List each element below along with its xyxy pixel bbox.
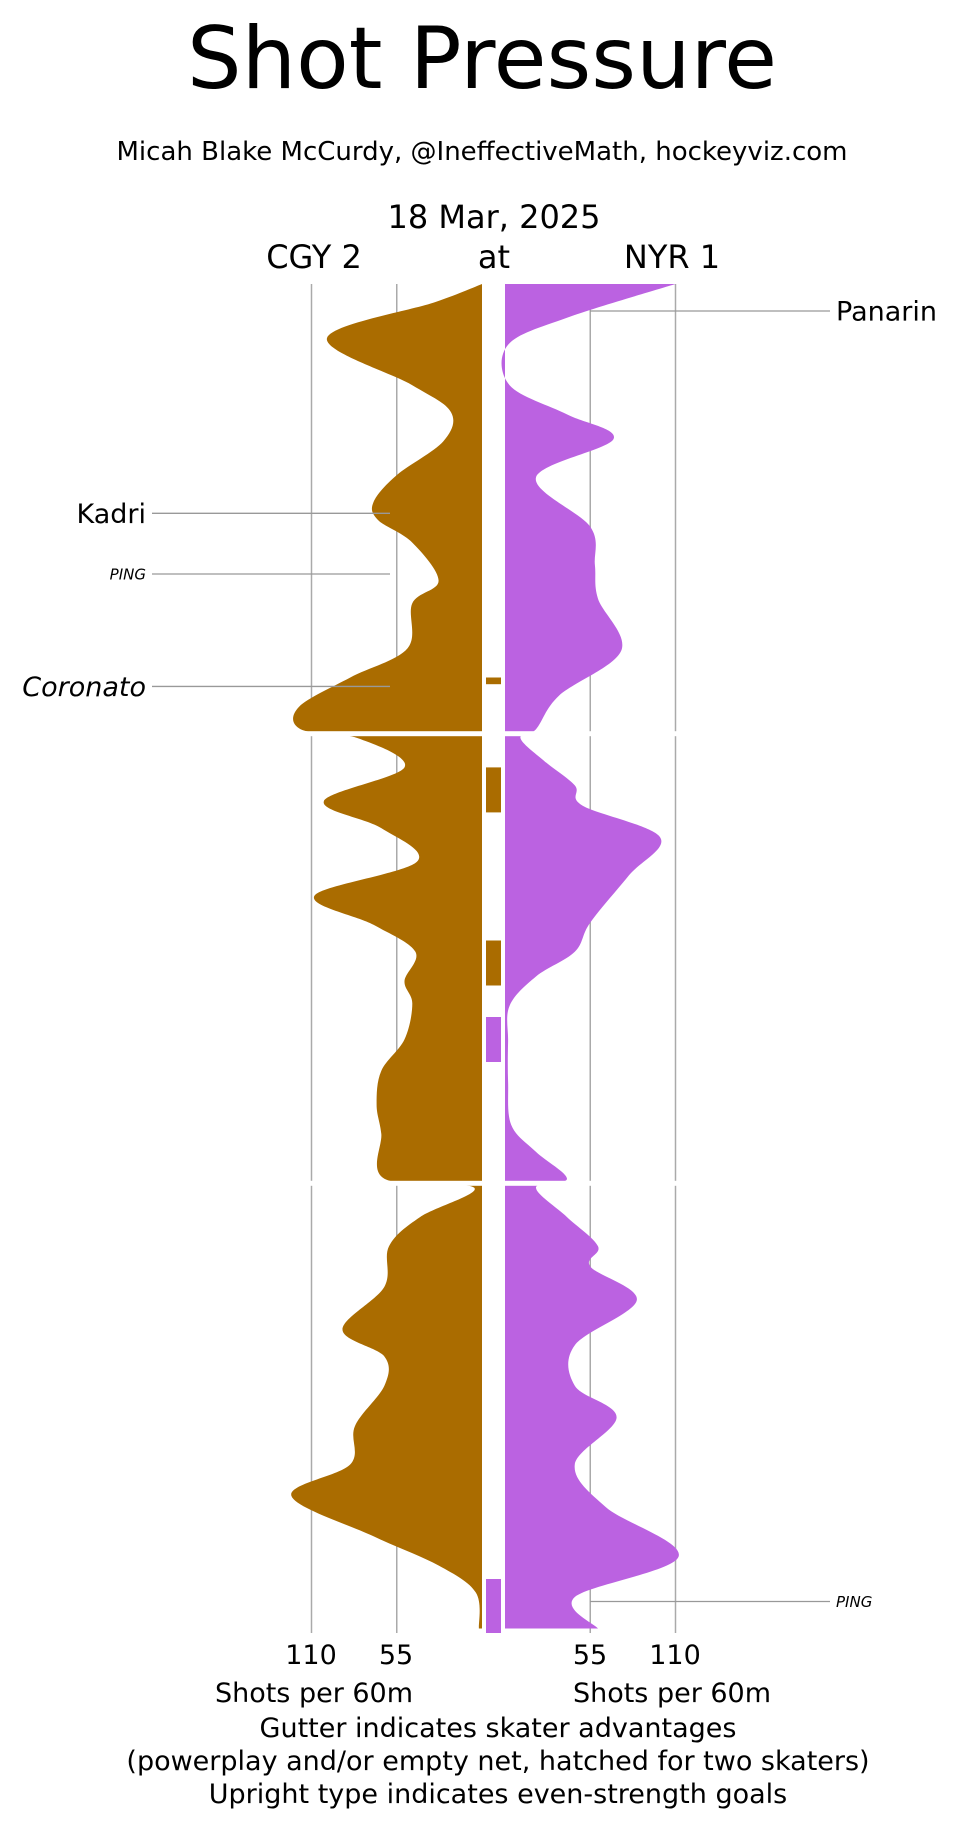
period-break-40: [290, 1180, 700, 1186]
right-tick-110: 110: [649, 1640, 701, 1671]
period-break-20: [290, 731, 700, 737]
pressure-area-home: [501, 284, 679, 1629]
chart-title: Shot Pressure: [187, 9, 777, 109]
home-team-label: NYR 1: [624, 238, 720, 276]
gutter-bar-2: [486, 940, 501, 986]
goal-label-0: Panarin: [836, 297, 937, 328]
left-axis-label: Shots per 60m: [215, 1678, 413, 1709]
byline: Micah Blake McCurdy, @IneffectiveMath, h…: [117, 137, 848, 167]
gutter-bar-1: [486, 767, 501, 813]
goal-annotations: Panarin Kadri PING Coronato PING: [22, 297, 937, 1611]
right-tick-55: 55: [573, 1640, 607, 1671]
footnote-3: Upright type indicates even-strength goa…: [209, 1779, 787, 1810]
goal-label-2: PING: [110, 565, 146, 583]
pressure-area-away: [291, 284, 482, 1629]
footnote-2: (powerplay and/or empty net, hatched for…: [126, 1746, 869, 1777]
period-breaks: [290, 731, 700, 1186]
gutter-bar-0: [486, 677, 501, 685]
at-label: at: [478, 238, 510, 276]
goal-label-1: Kadri: [76, 499, 146, 530]
right-axis-label: Shots per 60m: [573, 1678, 771, 1709]
away-team-label: CGY 2: [266, 238, 362, 276]
left-tick-110: 110: [285, 1640, 337, 1671]
left-tick-55: 55: [379, 1640, 413, 1671]
gutter-bar-3: [486, 1017, 501, 1062]
game-date: 18 Mar, 2025: [387, 198, 600, 236]
pressure-areas: [291, 284, 679, 1629]
footnote-1: Gutter indicates skater advantages: [260, 1713, 737, 1744]
goal-label-3: Coronato: [22, 672, 146, 703]
gutter-bar-4: [486, 1579, 501, 1633]
goal-label-4: PING: [836, 1593, 872, 1611]
gutter-advantages: [486, 677, 501, 1633]
